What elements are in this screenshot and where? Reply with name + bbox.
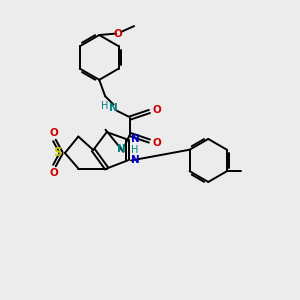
Text: S: S — [53, 146, 61, 159]
Text: N: N — [117, 144, 125, 154]
Text: O: O — [153, 137, 162, 148]
Text: O: O — [50, 168, 58, 178]
Text: H: H — [101, 101, 108, 111]
Text: N: N — [109, 103, 117, 112]
Text: H: H — [130, 145, 138, 155]
Text: N: N — [131, 134, 140, 144]
Text: O: O — [50, 128, 58, 138]
Text: O: O — [153, 105, 162, 115]
Text: N: N — [131, 155, 140, 166]
Text: O: O — [113, 28, 122, 38]
